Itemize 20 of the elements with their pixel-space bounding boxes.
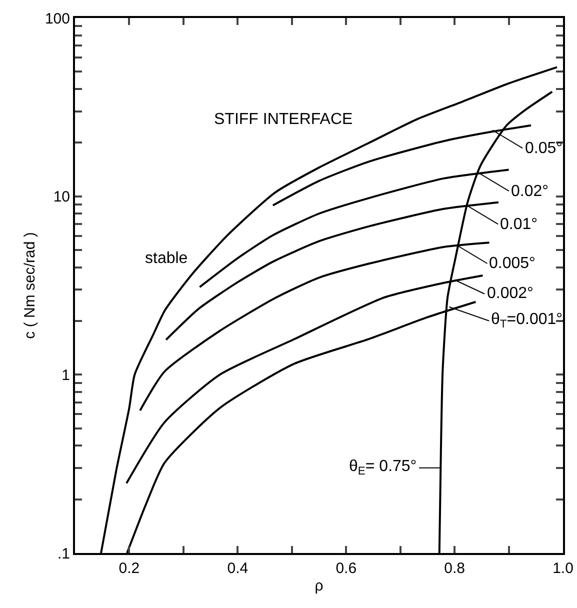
annotation: 0.005° — [489, 255, 536, 272]
annotation: 0.01° — [500, 216, 538, 233]
y-tick-label: .1 — [57, 545, 70, 562]
x-tick-label: 1.0 — [552, 560, 574, 577]
x-tick-label: 0.2 — [118, 560, 140, 577]
annotation: θ$_{T}$=0.001° — [491, 311, 563, 330]
x-tick-label: 0.6 — [336, 560, 357, 577]
x-tick-label: 0.4 — [227, 560, 248, 577]
annotation: STIFF INTERFACE — [214, 111, 353, 128]
y-tick-label: 10 — [53, 188, 70, 206]
x-tick-label: 0.8 — [444, 560, 465, 577]
annotation: stable — [145, 250, 188, 267]
y-axis-title: c ( Nm sec/rad ) — [22, 232, 39, 339]
annotation: 0.002° — [487, 285, 534, 302]
annotation: 0.05° — [525, 140, 563, 157]
x-axis-title: ρ — [314, 578, 324, 594]
y-tick-label: 100 — [44, 10, 70, 28]
y-tick-label: 1 — [62, 366, 70, 384]
annotation: 0.02° — [511, 183, 549, 200]
annotation: θ$_{E}$= 0.75° — [349, 458, 417, 478]
